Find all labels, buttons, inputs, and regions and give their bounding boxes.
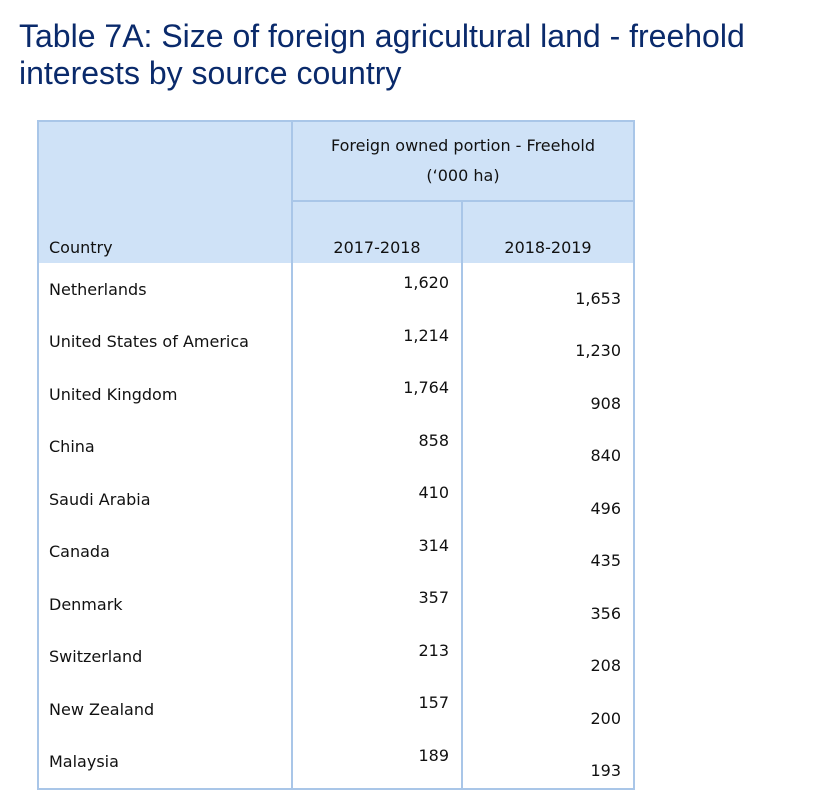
table-row: Denmark 357 356 (38, 578, 634, 631)
table-row: Saudi Arabia 410 496 (38, 473, 634, 526)
value-cell-2017-2018: 1,764 (292, 368, 463, 421)
page-title-line-1: Table 7A: Size of foreign agricultural l… (19, 18, 745, 54)
value-cell-2017-2018: 189 (292, 735, 463, 789)
value-cell-2017-2018: 410 (292, 473, 463, 526)
group-header-line-2: (‘000 ha) (426, 166, 500, 185)
table-row: Canada 314 435 (38, 525, 634, 578)
value-cell-2018-2019: 496 (590, 498, 621, 518)
value-cell-2018-2019: 1,653 (575, 288, 621, 308)
value-cell-2017-2018: 157 (292, 683, 463, 736)
country-cell: Switzerland (38, 630, 293, 683)
country-cell: Malaysia (38, 735, 293, 789)
country-column-header: Country (38, 120, 293, 263)
value-cell-2018-2019: 208 (590, 656, 621, 675)
table-body: Netherlands 1,620 1,653 United States of… (38, 263, 634, 789)
country-cell: Saudi Arabia (38, 473, 293, 526)
value-cell-2017-2018: 1,214 (292, 315, 463, 368)
table-row: China 858 840 (38, 420, 634, 473)
year-column-header-2018-2019: 2018-2019 (462, 201, 634, 263)
value-cell-2017-2018: 357 (292, 578, 463, 631)
country-cell: United States of America (38, 315, 293, 368)
group-header-line-1: Foreign owned portion - Freehold (330, 136, 596, 155)
value-cell-2018-2019: 840 (590, 446, 621, 465)
value-cell-2018-2019: 356 (590, 603, 621, 623)
value-cell-2018-2019: 193 (590, 761, 621, 780)
value-cell-2018-2019: 435 (590, 551, 621, 570)
country-cell: Denmark (38, 578, 293, 631)
table-row: United Kingdom 1,764 908 (38, 368, 634, 421)
year-column-header-2017-2018: 2017-2018 (292, 201, 463, 263)
page-title-line-2: interests by source country (19, 55, 402, 91)
value-cell-2017-2018: 213 (292, 630, 463, 683)
table-row: New Zealand 157 200 (38, 683, 634, 736)
country-cell: Canada (38, 525, 293, 578)
country-cell: Netherlands (38, 263, 293, 316)
group-column-header: Foreign owned portion - Freehold (‘000 h… (292, 120, 634, 202)
country-cell: New Zealand (38, 683, 293, 736)
value-cell-2018-2019: 200 (590, 708, 621, 728)
value-cell-2017-2018: 858 (292, 420, 463, 473)
table-row: United States of America 1,214 1,230 (38, 315, 634, 368)
country-cell: China (38, 420, 293, 473)
land-table: Country Foreign owned portion - Freehold… (37, 120, 635, 790)
table-row: Switzerland 213 208 (38, 630, 634, 683)
value-cell-2018-2019: 1,230 (575, 341, 621, 360)
table-row: Netherlands 1,620 1,653 (38, 263, 634, 316)
table-row: Malaysia 189 193 (38, 735, 634, 789)
value-cell-2017-2018: 1,620 (292, 263, 463, 316)
value-cell-2017-2018: 314 (292, 525, 463, 578)
page-title: Table 7A: Size of foreign agricultural l… (19, 18, 809, 92)
table-header: Country Foreign owned portion - Freehold… (38, 120, 634, 263)
country-cell: United Kingdom (38, 368, 293, 421)
value-cell-2018-2019: 908 (590, 393, 621, 413)
